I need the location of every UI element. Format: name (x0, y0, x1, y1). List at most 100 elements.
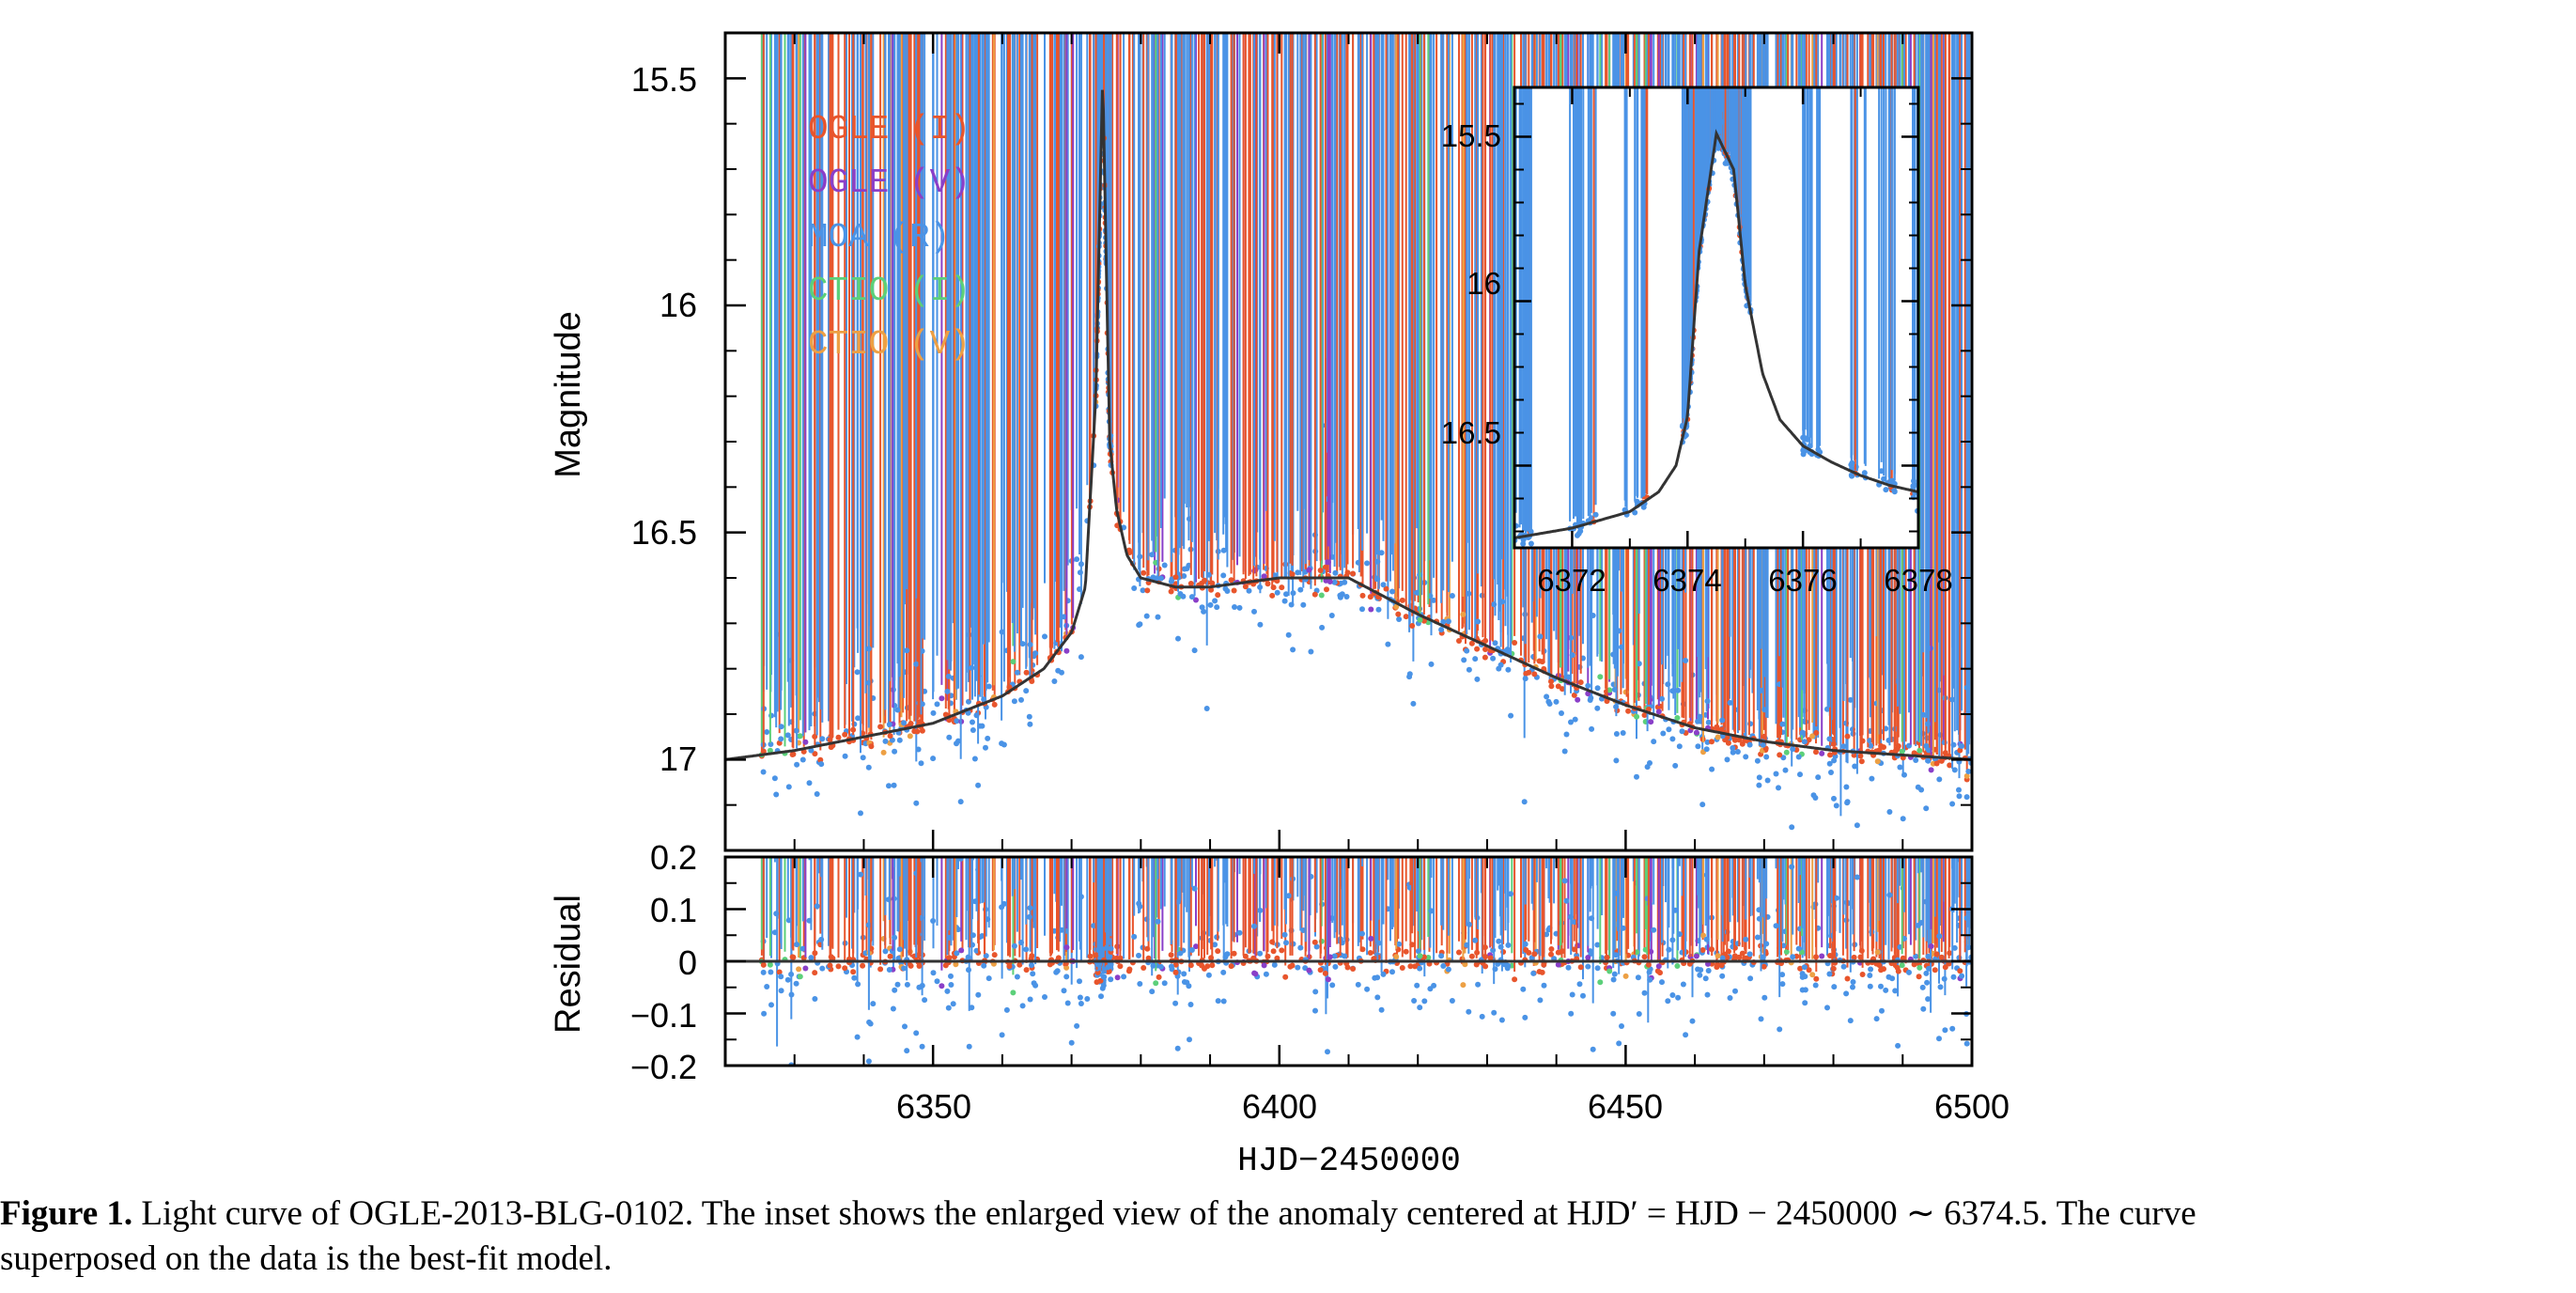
inset-data-point (1807, 87, 1813, 449)
residual-point (819, 857, 826, 972)
residual-point (919, 857, 925, 1050)
data-point (1322, 33, 1328, 570)
residual-point (1026, 913, 1032, 920)
residual-point (1325, 857, 1331, 983)
residual-point (948, 857, 954, 979)
residual-point (1801, 857, 1808, 971)
data-point (1177, 33, 1184, 597)
residual-point (1325, 857, 1330, 1055)
residual-point (1449, 857, 1455, 1004)
residual-point (1675, 857, 1682, 1001)
residual-point (887, 857, 893, 959)
residual-point (1743, 857, 1749, 942)
residual-point (1746, 857, 1753, 958)
inset-frame (1513, 86, 1920, 550)
data-point (1187, 33, 1194, 586)
residual-point (1941, 857, 1948, 982)
residual-point (1826, 857, 1833, 977)
residual-point (1006, 857, 1013, 970)
residual-point (1374, 857, 1381, 1001)
residual-point (828, 857, 834, 960)
data-point (1410, 33, 1417, 707)
residual-point (1548, 857, 1554, 958)
data-point (785, 33, 792, 790)
residual-point (1666, 857, 1672, 953)
residual-point (1895, 857, 1901, 974)
residual-point (854, 857, 861, 1040)
xtick-label: 6450 (1588, 1087, 1663, 1126)
residual-point (1027, 905, 1033, 911)
data-point (1175, 33, 1181, 642)
residual-point (1472, 857, 1479, 943)
residual-point (1577, 857, 1584, 971)
residual-point (842, 857, 848, 972)
residual-point (1928, 857, 1934, 949)
residual-point (1561, 878, 1568, 884)
data-point (916, 33, 923, 725)
data-point (1946, 33, 1952, 759)
inset-xtick-label: 6378 (1884, 563, 1952, 598)
data-point (1308, 33, 1314, 655)
residual-point (1606, 857, 1613, 974)
residual-point (1858, 857, 1865, 954)
residual-point (904, 857, 910, 1054)
data-point (760, 33, 767, 755)
data-point (1318, 33, 1325, 599)
data-point (1317, 33, 1324, 573)
residual-point (1053, 857, 1060, 975)
data-point (1220, 33, 1227, 553)
residual-point (802, 857, 809, 972)
inset-data-point (1719, 87, 1726, 125)
residual-point (999, 857, 1005, 1038)
residual-point (1153, 857, 1159, 987)
residual-point (1068, 857, 1075, 1046)
data-point (946, 33, 953, 740)
data-point (789, 33, 796, 757)
res-ytick-label: 0.2 (650, 838, 697, 877)
residual-point (1636, 857, 1642, 1017)
residual-point (1523, 857, 1529, 953)
residual-point (1440, 857, 1447, 969)
res-ytick-label: −0.2 (630, 1048, 697, 1086)
residual-point (969, 857, 975, 1011)
residual-point (1635, 857, 1641, 981)
residual-point (934, 857, 940, 985)
data-point (1350, 33, 1357, 577)
residual-point (1269, 857, 1276, 945)
data-point (1925, 33, 1932, 764)
residual-point (771, 857, 778, 936)
residual-point (1023, 857, 1030, 974)
data-point (767, 33, 773, 754)
data-point (1209, 33, 1216, 586)
residual-point (1270, 857, 1277, 955)
data-point (1283, 33, 1289, 598)
residual-point (1508, 891, 1514, 897)
data-point (1181, 33, 1187, 579)
data-point (1950, 33, 1957, 748)
residual-point (1739, 857, 1746, 957)
residual-point (975, 857, 982, 998)
data-point (1399, 33, 1405, 603)
residual-point (1777, 857, 1783, 1033)
data-point (1449, 33, 1455, 599)
data-point (1378, 33, 1385, 556)
residual-point (1425, 857, 1432, 960)
data-point (1306, 33, 1312, 573)
residual-point (1555, 857, 1561, 968)
residual-point (1077, 857, 1083, 1001)
residual-point (950, 857, 956, 1007)
data-point (842, 33, 848, 738)
data-point (985, 33, 992, 690)
data-point (1300, 33, 1307, 608)
residual-point (1537, 857, 1544, 1004)
residual-point (1417, 857, 1423, 1011)
residual-point (1833, 895, 1839, 901)
data-point (1359, 33, 1365, 613)
residual-point (1029, 857, 1034, 969)
residual-point (1899, 857, 1905, 969)
residual-point (1743, 857, 1749, 961)
data-point (1131, 33, 1138, 591)
residual-point (1520, 857, 1527, 992)
inset-model-curve (1514, 129, 1918, 539)
data-point (1395, 33, 1402, 617)
